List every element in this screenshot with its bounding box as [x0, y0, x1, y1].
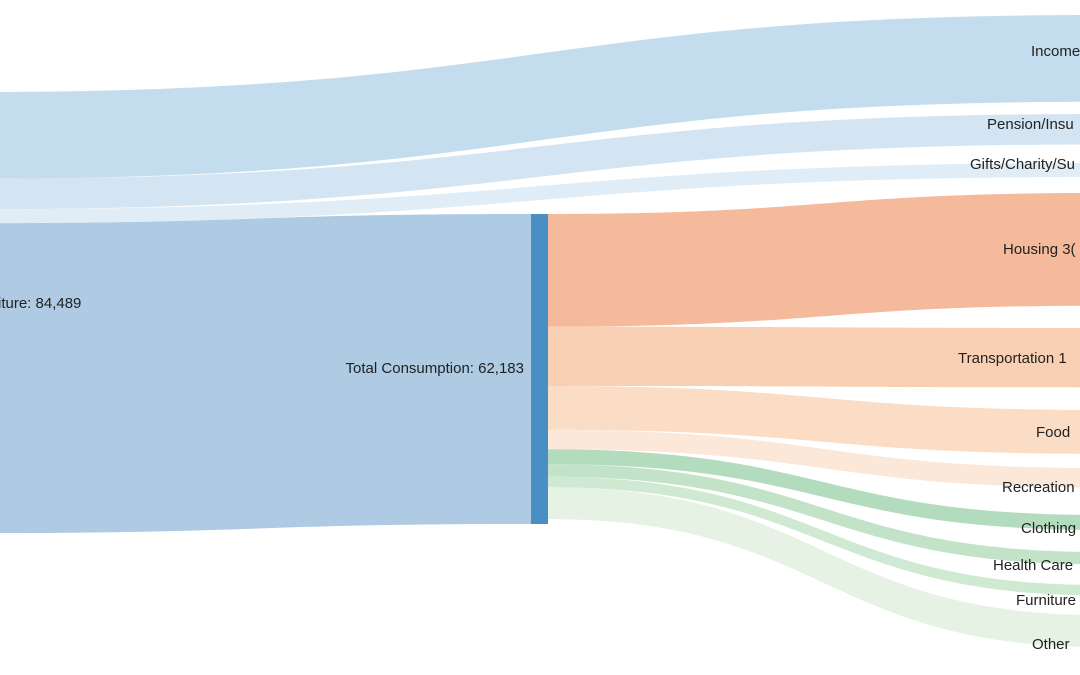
link-expenditure-income: [0, 15, 1080, 179]
link-consumption-housing: [548, 193, 1080, 327]
link-consumption-other: [548, 487, 1080, 647]
sankey-nodes: [531, 214, 548, 524]
link-expenditure-consumption: [0, 214, 531, 534]
link-expenditure-gifts: [0, 163, 1080, 224]
sankey-links: [0, 15, 1080, 647]
link-consumption-food: [548, 385, 1080, 454]
link-consumption-transport: [548, 326, 1080, 388]
node-label-gifts: Gifts/Charity/Su: [970, 156, 1075, 173]
node-consumption: [531, 214, 548, 524]
node-label-consumption: Total Consumption: 62,183: [346, 360, 524, 377]
node-label-transport: Transportation 1: [958, 350, 1067, 367]
link-consumption-furniture: [548, 476, 1080, 596]
link-expenditure-pension: [0, 114, 1080, 210]
node-label-other: Other: [1032, 636, 1070, 653]
link-consumption-clothing: [548, 449, 1080, 530]
node-label-expenditure: iture: 84,489: [0, 295, 81, 312]
link-consumption-health: [548, 464, 1080, 565]
node-label-pension: Pension/Insu: [987, 116, 1074, 133]
sankey-labels: iture: 84,489 Total Consumption: 62,183 In…: [0, 43, 1080, 653]
node-label-food: Food: [1036, 424, 1070, 441]
node-label-clothing: Clothing: [1021, 520, 1076, 537]
node-label-health: Health Care: [993, 557, 1073, 574]
link-consumption-recreation: [548, 429, 1080, 488]
node-label-recreation: Recreation: [1002, 479, 1075, 496]
node-label-housing: Housing 3(: [1003, 241, 1076, 258]
node-label-furniture: Furniture: [1016, 592, 1076, 609]
node-label-income: Income: [1031, 43, 1080, 60]
